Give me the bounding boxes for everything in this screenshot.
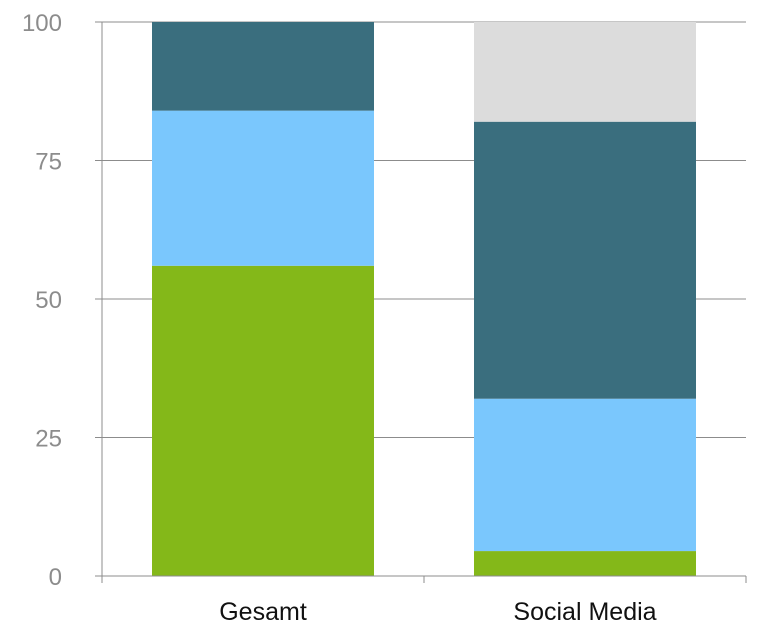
x-category-label: Gesamt	[219, 598, 307, 626]
y-tick-label: 50	[35, 287, 62, 314]
bar-segment-2-2	[474, 398, 696, 552]
bar-segment-1-3	[152, 22, 374, 111]
bar-segment-1-1	[152, 265, 374, 576]
y-tick-label: 75	[35, 149, 62, 176]
x-category-label: Social Media	[513, 598, 656, 626]
axes	[95, 22, 747, 583]
labels: 0 25 50 75 100 Gesamt Social Media	[22, 10, 657, 626]
y-tick-label: 100	[22, 10, 62, 37]
bars	[152, 22, 696, 576]
bar-segment-2-1	[474, 551, 696, 576]
bar-segment-1-2	[152, 110, 374, 266]
bar-segment-2-3	[474, 121, 696, 399]
bar-segment-2-4	[474, 22, 696, 122]
y-tick-label: 25	[35, 426, 62, 453]
y-tick-label: 0	[49, 564, 62, 591]
